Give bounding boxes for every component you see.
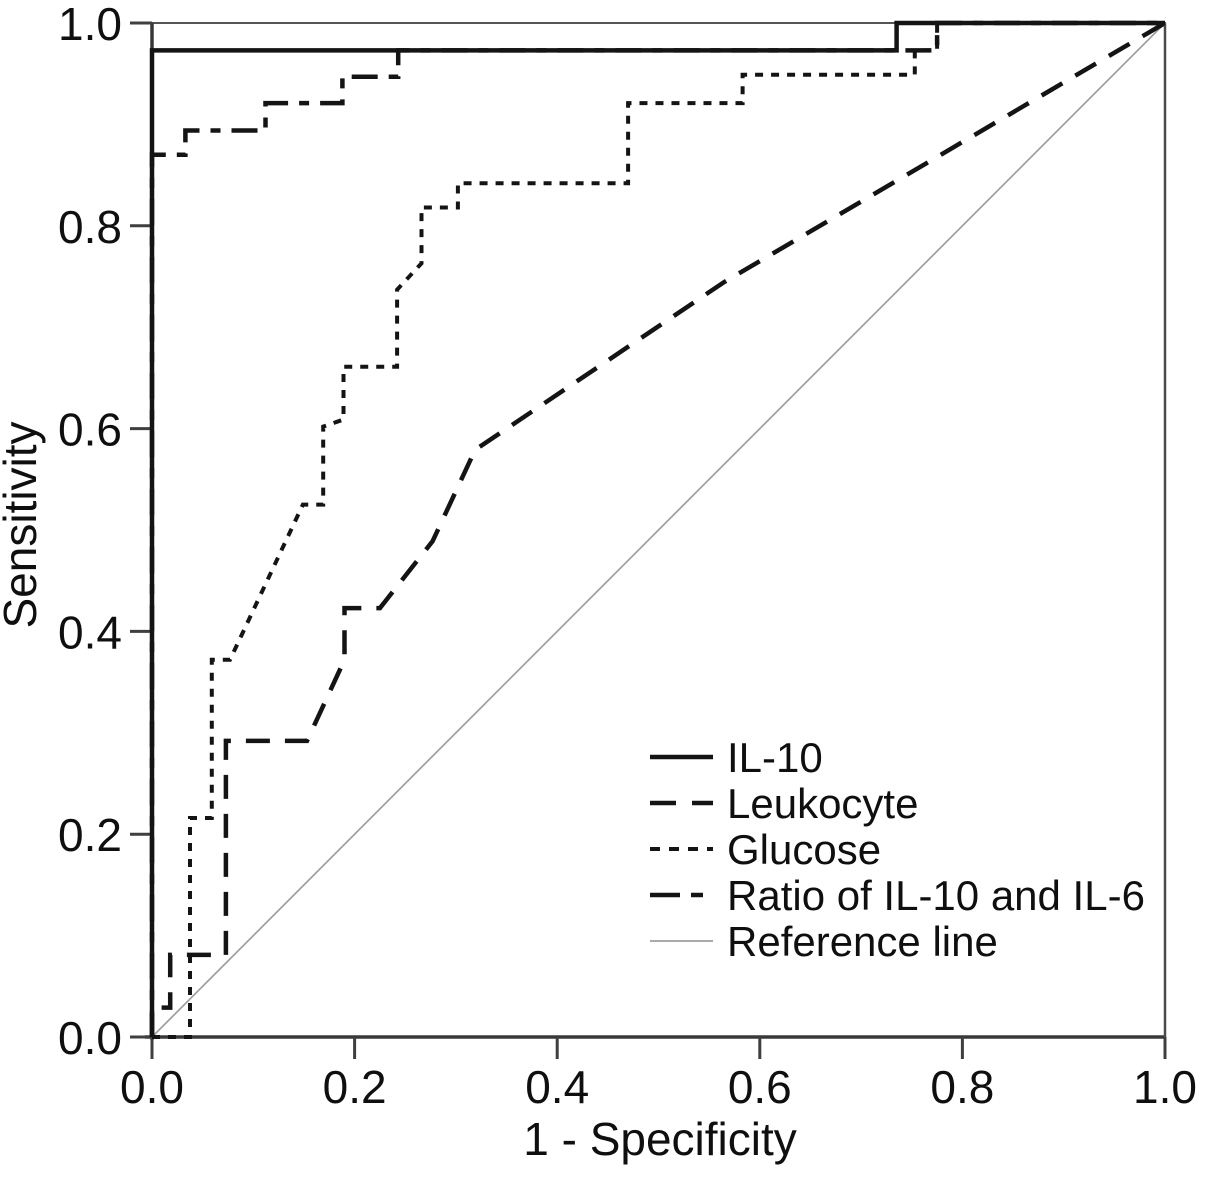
legend-label-il-10: IL-10 xyxy=(727,734,823,781)
legend-item-leukocyte: Leukocyte xyxy=(650,780,918,827)
legend-label-reference-line: Reference line xyxy=(727,918,998,965)
series-line-ratio-of-il-10-and-il-6 xyxy=(149,20,1165,1037)
y-tick-label-0.4: 0.4 xyxy=(58,606,122,658)
series-line-leukocyte xyxy=(149,21,1167,1037)
series-line-glucose xyxy=(152,21,1165,1039)
x-tick-label-0.4: 0.4 xyxy=(525,1061,589,1113)
axis-tick-labels: 0.0 0.2 0.4 0.6 0.8 1.0 0.0 0.2 0.4 0.6 0.8 1.0 xyxy=(58,0,1197,1113)
legend-label-ratio-of-il-10-and-il-6: Ratio of IL-10 and IL-6 xyxy=(727,872,1145,919)
legend-label-glucose: Glucose xyxy=(727,826,881,873)
x-tick-label-0.8: 0.8 xyxy=(930,1061,994,1113)
x-tick-label-0.2: 0.2 xyxy=(323,1061,387,1113)
x-tick-label-0.0: 0.0 xyxy=(120,1061,184,1113)
legend-item-il-10: IL-10 xyxy=(650,734,823,781)
series-lines xyxy=(149,20,1167,1039)
x-axis-title: 1 - Specificity xyxy=(523,1113,797,1165)
legend-label-leukocyte: Leukocyte xyxy=(727,780,918,827)
series-line-il-10 xyxy=(149,20,1165,1037)
y-tick-label-0.2: 0.2 xyxy=(58,809,122,861)
axis-ticks xyxy=(130,21,1167,1059)
y-tick-label-0.0: 0.0 xyxy=(58,1012,122,1064)
y-tick-label-1.0: 1.0 xyxy=(58,0,122,50)
x-tick-label-1.0: 1.0 xyxy=(1133,1061,1197,1113)
legend-item-glucose: Glucose xyxy=(650,826,881,873)
y-axis-title: Sensitivity xyxy=(0,421,46,628)
series-line-reference-line xyxy=(151,22,1166,1038)
legend-item-ratio-of-il-10-and-il-6: Ratio of IL-10 and IL-6 xyxy=(650,872,1145,919)
x-tick-label-0.6: 0.6 xyxy=(728,1061,792,1113)
y-tick-label-0.6: 0.6 xyxy=(58,404,122,456)
y-tick-label-0.8: 0.8 xyxy=(58,201,122,253)
legend-item-reference-line: Reference line xyxy=(650,918,998,965)
